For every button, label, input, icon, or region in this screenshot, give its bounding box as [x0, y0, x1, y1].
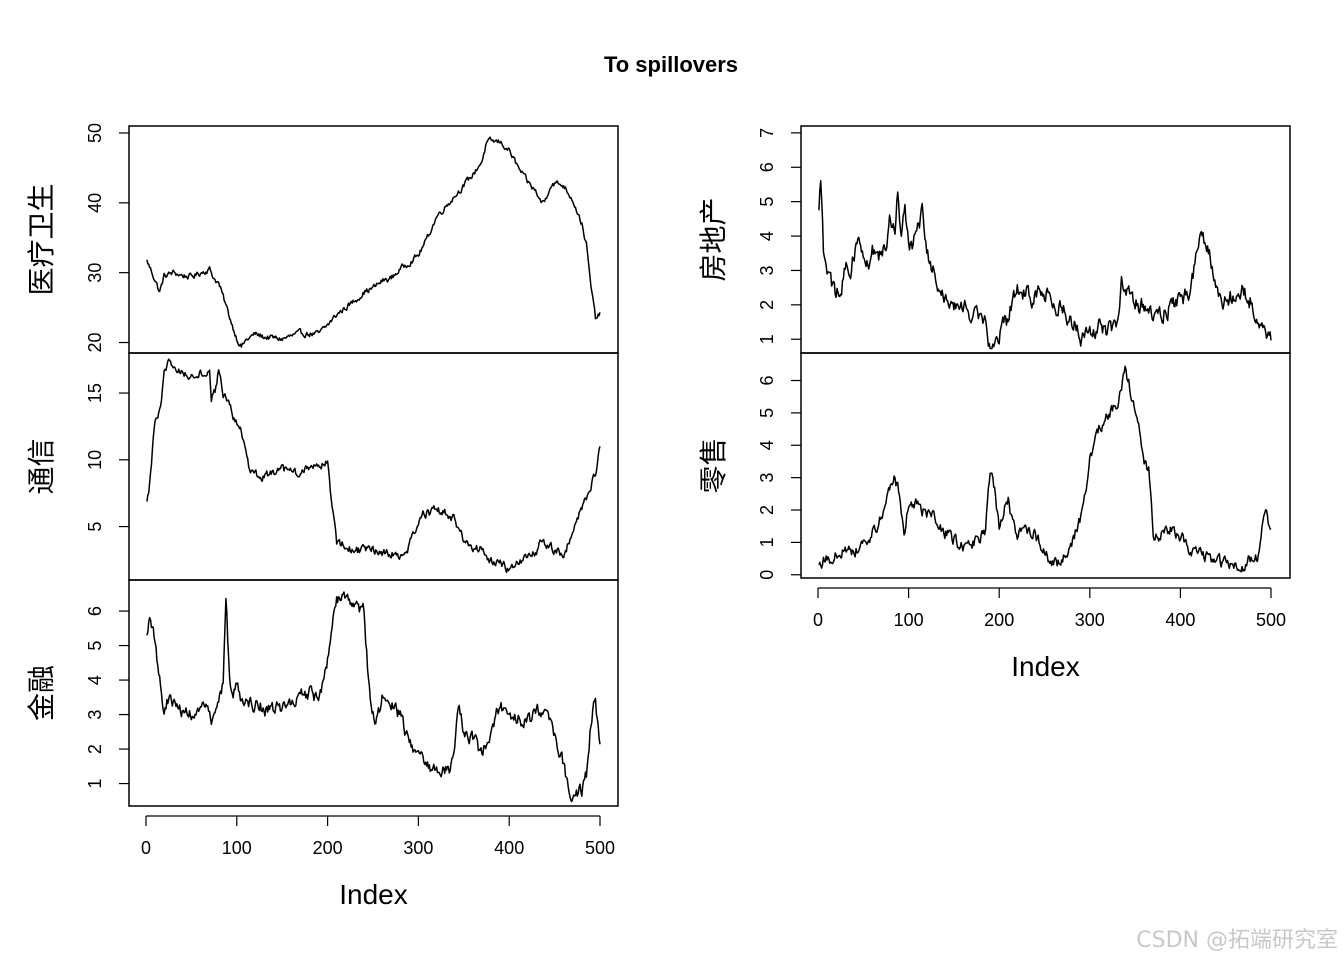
watermark: CSDN @拓端研究室 — [1136, 928, 1338, 953]
x-axis-1: 0 100 200 300 400 500 Index — [141, 815, 615, 910]
x-tick-label: 400 — [494, 838, 524, 858]
y-tick-label: 3 — [85, 710, 105, 720]
x-tick-label: 300 — [403, 838, 433, 858]
chart-title: To spillovers — [604, 52, 738, 77]
y-tick-label: 6 — [757, 162, 777, 172]
y-tick-label: 6 — [757, 376, 777, 386]
y-axis-label: 零售 — [697, 437, 730, 493]
y-tick-label: 4 — [757, 440, 777, 450]
x-tick-label: 500 — [1256, 610, 1286, 630]
y-tick-label: 5 — [757, 197, 777, 207]
x-tick-label: 0 — [141, 838, 151, 858]
x-tick-label: 300 — [1075, 610, 1105, 630]
series-line — [818, 180, 1272, 350]
y-tick-label: 4 — [85, 675, 105, 685]
x-tick-label: 100 — [222, 838, 252, 858]
panel-5: 0 1 2 3 4 5 6 零售 — [697, 352, 1291, 580]
panel-frame — [800, 125, 1291, 354]
y-tick-label: 6 — [85, 606, 105, 616]
y-axis-label: 通信 — [25, 438, 58, 494]
y-tick-label: 10 — [85, 450, 105, 470]
y-axis-label: 金融 — [25, 665, 58, 721]
y-tick-label: 1 — [85, 779, 105, 789]
series-line — [146, 591, 601, 803]
y-tick-label: 40 — [85, 193, 105, 213]
x-axis-label: Index — [339, 879, 408, 910]
panel-4: 1 2 3 4 5 6 7 房地产 — [697, 125, 1291, 354]
panel-2: 5 10 15 通信 — [25, 352, 619, 581]
series-line — [818, 365, 1272, 573]
y-tick-label: 30 — [85, 263, 105, 283]
y-tick-label: 7 — [757, 128, 777, 138]
x-tick-label: 0 — [813, 610, 823, 630]
y-tick-label: 2 — [757, 505, 777, 515]
y-tick-label: 2 — [757, 300, 777, 310]
panel-frame — [128, 125, 619, 354]
x-tick-label: 100 — [894, 610, 924, 630]
y-tick-label: 3 — [757, 265, 777, 275]
panel-frame — [800, 352, 1291, 579]
x-tick-label: 200 — [313, 838, 343, 858]
plot-panels: 20304050医疗卫生51015通信123456金融1234567房地产012… — [25, 123, 1291, 910]
y-axis-label: 房地产 — [697, 197, 730, 281]
y-tick-label: 0 — [757, 570, 777, 580]
y-tick-label: 4 — [757, 231, 777, 241]
x-axis-label: Index — [1011, 651, 1080, 682]
y-tick-label: 5 — [85, 641, 105, 651]
x-tick-label: 400 — [1165, 610, 1195, 630]
series-line — [146, 358, 601, 574]
y-tick-label: 50 — [85, 123, 105, 143]
y-tick-label: 1 — [757, 537, 777, 547]
x-tick-label: 500 — [585, 838, 615, 858]
panel-3: 1 2 3 4 5 6 金融 — [25, 579, 619, 807]
panel-1: 20 30 40 50 医疗卫生 — [25, 123, 619, 354]
y-tick-label: 5 — [757, 408, 777, 418]
y-axis-label: 医疗卫生 — [25, 183, 58, 295]
series-line — [146, 136, 601, 348]
y-tick-label: 2 — [85, 744, 105, 754]
y-tick-label: 15 — [85, 383, 105, 403]
y-tick-label: 1 — [757, 334, 777, 344]
x-axis-2: 0 100 200 300 400 500 Index — [813, 587, 1286, 682]
panel-frame — [128, 579, 619, 807]
x-tick-label: 200 — [984, 610, 1014, 630]
y-tick-label: 20 — [85, 333, 105, 353]
y-tick-label: 5 — [85, 522, 105, 532]
y-tick-label: 3 — [757, 473, 777, 483]
